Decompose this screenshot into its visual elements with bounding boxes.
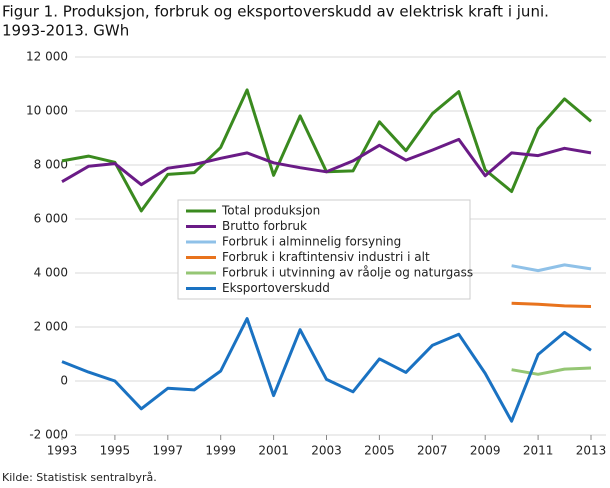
x-tick-label: 1993 xyxy=(47,444,78,458)
source: Kilde: Statistisk sentralbyrå. xyxy=(2,471,157,484)
x-tick-label: 2013 xyxy=(576,444,607,458)
x-tick-label: 1997 xyxy=(153,444,184,458)
y-tick-label: 8 000 xyxy=(34,158,68,172)
legend-label: Forbruk i kraftintensiv industri i alt xyxy=(222,250,430,264)
y-tick-label: 2 000 xyxy=(34,320,68,334)
legend-label: Forbruk i alminnelig forsyning xyxy=(222,235,401,249)
y-tick-label: 10 000 xyxy=(26,104,68,118)
y-tick-label: 12 000 xyxy=(26,50,68,64)
x-tick-label: 2011 xyxy=(523,444,554,458)
y-tick-label: 4 000 xyxy=(34,266,68,280)
series-line xyxy=(61,137,592,187)
x-tick-label: 2005 xyxy=(364,444,395,458)
chart-subtitle: 1993-2013. GWh xyxy=(2,22,129,40)
series-line xyxy=(511,366,592,376)
series-line xyxy=(511,301,592,308)
legend-label: Brutto forbruk xyxy=(222,219,307,233)
y-tick-label: 0 xyxy=(60,374,68,388)
chart-title: Figur 1. Produksjon, forbruk og eksporto… xyxy=(2,3,549,21)
legend-box xyxy=(177,199,471,300)
x-tick-label: 1995 xyxy=(100,444,131,458)
legend-label: Forbruk i utvinning av råolje og naturga… xyxy=(222,266,473,280)
series-line xyxy=(511,263,592,273)
x-tick-label: 2003 xyxy=(311,444,342,458)
legend-label: Eksportoverskudd xyxy=(222,281,330,295)
series-line xyxy=(61,317,592,423)
series-line xyxy=(61,88,592,213)
x-tick-label: 2009 xyxy=(470,444,501,458)
x-tick-label: 2007 xyxy=(417,444,448,458)
y-tick-label: -2 000 xyxy=(29,428,68,442)
y-tick-label: 6 000 xyxy=(34,212,68,226)
x-tick-label: 2001 xyxy=(258,444,289,458)
x-tick-label: 1999 xyxy=(205,444,236,458)
legend-label: Total produksjon xyxy=(221,204,320,218)
